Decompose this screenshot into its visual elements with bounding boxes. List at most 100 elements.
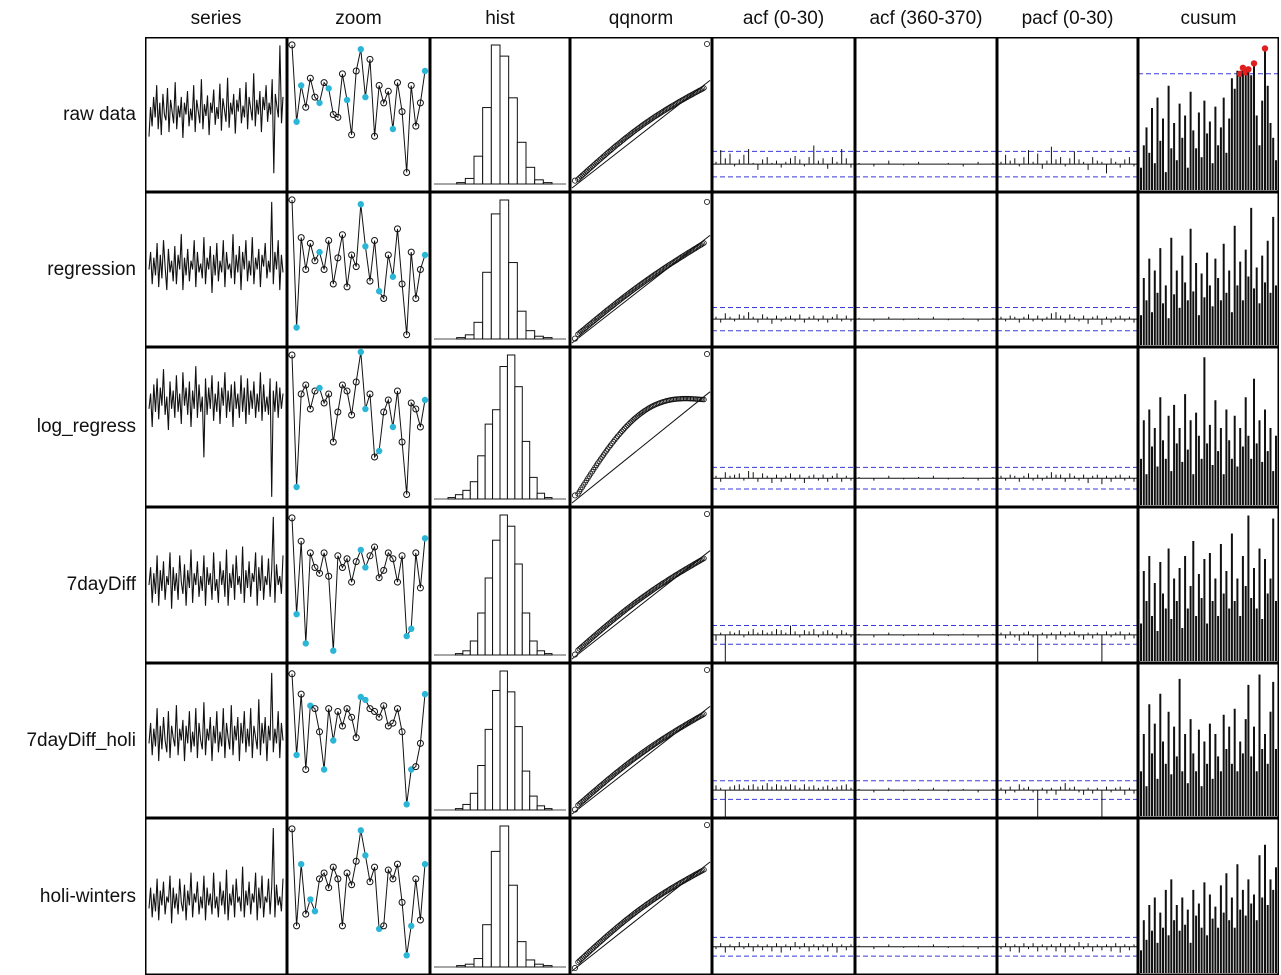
panel-line	[145, 347, 287, 507]
panel-frame	[430, 37, 570, 192]
zoom-point	[325, 237, 333, 244]
qq-point	[667, 261, 673, 267]
column-header: series	[190, 8, 242, 29]
hist-bar	[484, 728, 494, 811]
hist-bar	[514, 386, 523, 500]
zoom-point	[334, 708, 342, 715]
zoom-point	[416, 266, 424, 273]
hist-bar	[542, 965, 553, 968]
panel-frame	[145, 347, 287, 507]
zoom-highlight-point	[316, 99, 323, 107]
qq-point	[689, 247, 696, 253]
hist-bar	[534, 335, 544, 340]
zoom-highlight-point	[362, 243, 369, 250]
hist-bar	[462, 650, 471, 656]
zoom-point	[306, 239, 314, 247]
zoom-highlight-point	[320, 766, 328, 773]
hist-bar	[456, 337, 466, 340]
hist-bar	[534, 179, 544, 185]
zoom-point	[343, 705, 351, 713]
zoom-point	[316, 875, 324, 883]
hist-bar	[469, 481, 479, 500]
zoom-point	[398, 898, 406, 906]
hist-bar	[536, 650, 546, 656]
hist-bar	[529, 795, 538, 811]
panel-frame	[1138, 818, 1279, 975]
hist-bar	[499, 825, 510, 968]
zoom-point	[375, 713, 383, 721]
qq-point	[600, 153, 607, 160]
zoom-point	[306, 74, 314, 82]
qq-tail-point	[572, 651, 578, 658]
qq-point	[675, 726, 682, 732]
hist-bar	[499, 514, 508, 656]
zoom-highlight-point	[421, 860, 429, 868]
zoom-highlight-point	[403, 801, 410, 808]
hist-bar	[492, 539, 501, 656]
zoom-point	[398, 552, 406, 560]
hist-bar	[454, 494, 464, 500]
qq-tail-point	[703, 40, 710, 47]
zoom-highlight-point	[362, 696, 369, 704]
panel-frame	[997, 347, 1138, 507]
zoom-point	[398, 438, 406, 446]
zoom-point	[371, 237, 379, 244]
qq-reference-line	[571, 391, 711, 504]
panel-acf-bars	[712, 347, 855, 507]
zoom-point	[325, 705, 333, 713]
panel-acf-bars	[712, 192, 855, 347]
zoom-point	[302, 910, 310, 918]
zoom-point	[366, 878, 374, 886]
qq-point	[699, 712, 706, 718]
qq-point	[701, 85, 707, 91]
hist-bar	[464, 334, 475, 340]
qq-point	[658, 109, 665, 116]
qq-point	[663, 734, 669, 740]
zoom-point	[416, 423, 424, 431]
zoom-point	[380, 99, 388, 107]
zoom-line	[291, 673, 426, 805]
panel-acf-bars	[997, 818, 1138, 975]
zoom-highlight-point	[357, 201, 364, 208]
qq-point	[701, 396, 707, 403]
qq-point	[664, 733, 670, 739]
hist-bar	[536, 805, 546, 811]
zoom-point	[352, 558, 360, 566]
panel-acf-bars	[855, 37, 997, 192]
zoom-point	[352, 263, 360, 271]
zoom-point	[375, 574, 383, 582]
hist-bar	[508, 97, 518, 185]
qq-point	[624, 422, 631, 428]
qq-point	[667, 575, 673, 582]
panel-frame	[570, 37, 712, 192]
zoom-line	[291, 44, 426, 173]
hist-bar	[521, 612, 531, 656]
row-label: holi-winters	[39, 885, 136, 907]
qq-point	[665, 732, 672, 738]
hist-bar	[499, 366, 508, 500]
zoom-point	[371, 863, 379, 871]
panel-qq-scatter	[570, 192, 712, 347]
qq-point	[667, 886, 673, 892]
qq-point	[682, 251, 689, 258]
panel-qq-scatter	[570, 507, 712, 663]
qq-point	[667, 731, 673, 737]
panel-frame	[570, 347, 712, 507]
panel-line	[145, 192, 287, 347]
hist-bar	[529, 640, 538, 656]
zoom-point	[343, 869, 351, 877]
zoom-highlight-point	[293, 611, 300, 618]
zoom-point	[334, 408, 342, 416]
panel-frame	[855, 507, 997, 663]
zoom-highlight-point	[357, 348, 364, 356]
panel-acf-bars	[997, 192, 1138, 347]
zoom-point	[320, 266, 328, 273]
zoom-point	[297, 234, 305, 242]
panel-frame	[287, 818, 430, 975]
qq-point	[654, 584, 660, 590]
qq-tail-point	[703, 821, 710, 828]
zoom-point	[311, 257, 319, 265]
series-line	[148, 827, 284, 924]
hist-bar	[525, 166, 536, 185]
panel-line-points	[287, 507, 430, 663]
